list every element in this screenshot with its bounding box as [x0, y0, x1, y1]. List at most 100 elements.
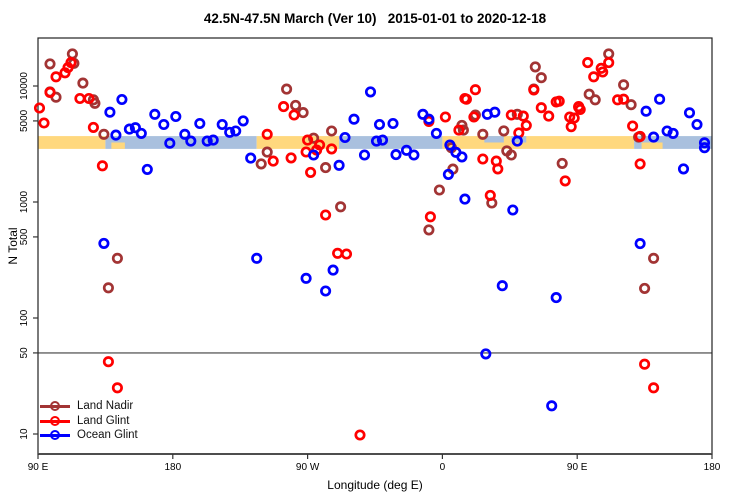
data-point-ocean-glint: [408, 149, 420, 161]
data-point-ocean-glint: [170, 110, 182, 123]
legend-label: Land Glint: [77, 414, 130, 427]
surface-band-patch-land: [641, 142, 663, 149]
data-point-ocean-glint: [194, 117, 206, 130]
data-point-land-glint: [528, 84, 540, 96]
data-point-land-glint: [559, 175, 571, 187]
data-point-land-nadir: [511, 108, 523, 120]
y-tick-label: 100: [19, 309, 30, 326]
x-tick-label: 180: [164, 462, 181, 473]
data-point-ocean-glint: [691, 118, 703, 131]
data-point-ocean-glint: [489, 106, 501, 118]
data-point-land-nadir: [98, 128, 110, 140]
data-point-land-nadir: [556, 157, 568, 169]
surface-band-land: [442, 136, 635, 149]
y-tick-label: 50: [19, 347, 30, 359]
data-point-land-nadir: [603, 48, 615, 60]
data-point-ocean-glint: [164, 137, 176, 149]
data-point-land-glint: [44, 86, 56, 98]
data-point-ocean-glint: [348, 113, 360, 125]
data-point-land-glint: [648, 382, 660, 394]
data-point-land-nadir: [297, 107, 309, 119]
x-tick-label: 180: [704, 462, 721, 473]
data-point-land-glint: [543, 110, 555, 122]
data-point-land-glint: [83, 92, 95, 105]
data-point-land-glint: [50, 71, 62, 83]
data-point-ocean-glint: [667, 127, 679, 139]
data-point-land-glint: [65, 57, 77, 69]
data-point-ocean-glint: [185, 135, 197, 147]
data-point-land-nadir: [320, 162, 332, 174]
data-point-ocean-glint: [230, 125, 242, 137]
data-point-ocean-glint: [373, 118, 386, 131]
data-point-ocean-glint: [179, 128, 191, 140]
data-point-land-nadir: [433, 184, 445, 196]
data-point-ocean-glint: [308, 149, 320, 161]
data-point-land-glint: [354, 429, 366, 441]
surface-band-patch-land: [111, 142, 125, 149]
data-point-ocean-glint: [546, 400, 558, 412]
data-point-land-glint: [469, 84, 481, 96]
data-point-land-glint: [305, 166, 317, 178]
data-point-ocean-glint: [364, 86, 377, 98]
data-point-ocean-glint: [444, 139, 456, 151]
data-point-land-glint: [505, 109, 517, 121]
ocean-glint-marker-icon: [40, 428, 70, 442]
data-point-ocean-glint: [400, 144, 413, 156]
data-point-land-nadir: [648, 252, 660, 264]
data-point-land-nadir: [618, 79, 630, 91]
data-point-land-glint: [574, 103, 586, 116]
data-point-land-glint: [520, 119, 532, 131]
legend-item-ocean-glint: Ocean Glint: [40, 428, 138, 443]
data-point-land-glint: [288, 109, 300, 121]
data-point-land-glint: [33, 102, 46, 114]
data-point-land-glint: [484, 189, 496, 201]
data-point-ocean-glint: [320, 285, 332, 297]
data-point-land-glint: [38, 117, 50, 129]
data-point-ocean-glint: [390, 149, 402, 161]
data-point-land-nadir: [66, 48, 78, 60]
x-tick-label: 90 W: [296, 462, 320, 473]
data-point-ocean-glint: [387, 117, 399, 130]
data-point-land-glint: [453, 124, 465, 136]
data-point-land-glint: [553, 95, 565, 107]
data-point-ocean-glint: [158, 118, 170, 131]
data-point-land-glint: [634, 158, 646, 170]
data-point-ocean-glint: [201, 135, 213, 147]
data-point-ocean-glint: [456, 151, 468, 163]
data-point-ocean-glint: [358, 149, 371, 161]
data-point-land-nadir: [529, 61, 541, 73]
data-point-land-glint: [102, 356, 114, 368]
data-point-land-glint: [320, 209, 332, 221]
data-point-land-nadir: [505, 149, 517, 161]
data-point-land-glint: [477, 153, 489, 165]
data-point-land-glint: [627, 120, 639, 132]
data-point-land-nadir: [535, 72, 547, 84]
data-point-land-nadir: [326, 125, 338, 137]
data-point-land-nadir: [335, 201, 347, 213]
data-point-ocean-glint: [110, 129, 122, 141]
data-point-ocean-glint: [237, 115, 249, 127]
surface-band-patch-ocean: [484, 136, 504, 143]
data-point-ocean-glint: [370, 135, 383, 147]
legend-item-land-glint: Land Glint: [40, 414, 138, 429]
data-point-ocean-glint: [216, 118, 228, 131]
data-point-ocean-glint: [149, 108, 161, 120]
data-point-ocean-glint: [698, 137, 711, 149]
data-point-ocean-glint: [224, 126, 236, 138]
data-point-land-glint: [468, 111, 480, 123]
data-point-ocean-glint: [135, 127, 147, 139]
data-point-ocean-glint: [698, 142, 711, 154]
data-point-land-glint: [340, 248, 353, 260]
x-tick-label: 90 E: [567, 462, 588, 473]
data-point-land-glint: [87, 121, 99, 133]
data-point-land-glint: [326, 143, 338, 155]
data-point-ocean-glint: [654, 93, 666, 105]
data-point-land-glint: [278, 101, 290, 113]
y-tick-label: 5000: [19, 109, 30, 132]
data-point-land-glint: [517, 110, 529, 122]
data-point-ocean-glint: [327, 264, 339, 276]
data-point-land-nadir: [308, 132, 320, 144]
data-point-ocean-glint: [104, 106, 116, 118]
